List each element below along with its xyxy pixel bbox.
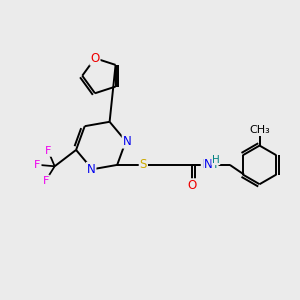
Text: F: F [45,146,51,156]
Text: N: N [123,135,131,148]
Text: H: H [209,160,218,170]
Text: N: N [204,158,212,171]
Text: CH₃: CH₃ [249,125,270,135]
Text: N: N [202,158,210,171]
Text: O: O [90,52,100,65]
Text: N: N [87,163,95,176]
Text: F: F [34,160,41,170]
Text: F: F [43,176,49,185]
Text: H: H [212,154,220,164]
Text: S: S [140,158,147,171]
Text: O: O [188,179,197,192]
